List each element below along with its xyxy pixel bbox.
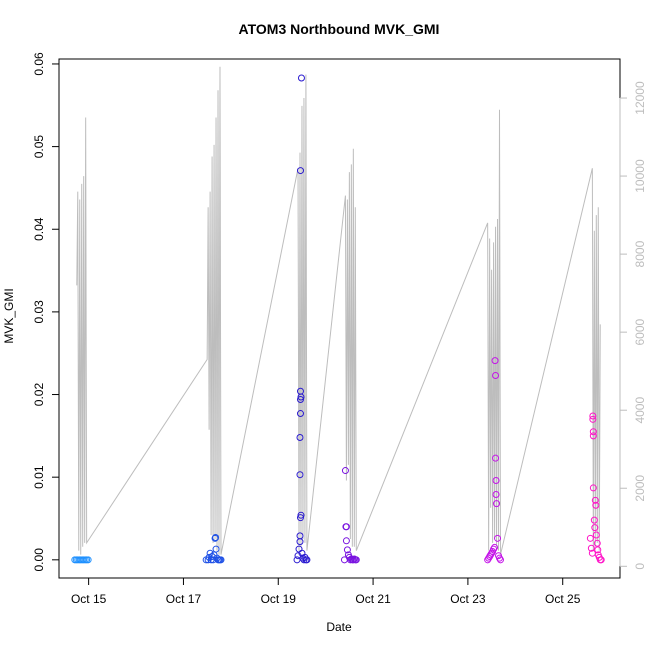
data-point xyxy=(212,545,220,553)
y-tick-label: 0.06 xyxy=(32,52,46,76)
data-point xyxy=(586,534,594,542)
y-tick-label: 0.04 xyxy=(32,217,46,241)
data-point xyxy=(296,434,304,442)
data-point xyxy=(212,534,220,541)
x-tick-label: Oct 21 xyxy=(355,592,391,606)
data-point xyxy=(591,524,599,532)
data-point xyxy=(208,553,216,561)
data-point xyxy=(491,543,499,551)
data-point xyxy=(490,545,498,553)
data-point xyxy=(488,549,496,557)
y-tick-label: 0.02 xyxy=(32,383,46,407)
data-point xyxy=(493,500,501,508)
data-point xyxy=(217,556,225,564)
data-point xyxy=(492,491,500,499)
y-axis: 0.00 0.01 0.02 0.03 0.04 0.05 0.06 xyxy=(32,52,60,572)
y2-tick-label: 6000 xyxy=(633,318,647,345)
data-point xyxy=(492,454,500,462)
data-point xyxy=(349,556,357,564)
data-point xyxy=(352,556,360,564)
data-point xyxy=(343,546,351,554)
data-point xyxy=(342,523,350,531)
y-tick-label: 0.00 xyxy=(32,548,46,572)
data-point xyxy=(589,412,597,420)
data-point xyxy=(491,357,499,365)
y2-tick-label: 0 xyxy=(633,563,647,570)
y2-tick-label: 2000 xyxy=(633,475,647,502)
x-axis: Oct 15 Oct 17 Oct 19 Oct 21 Oct 23 Oct 25 xyxy=(71,577,581,606)
secondary-series-line xyxy=(76,66,601,555)
data-point xyxy=(587,544,595,552)
data-point xyxy=(296,395,304,403)
data-point xyxy=(590,516,598,524)
data-point xyxy=(591,496,599,504)
data-point xyxy=(303,556,311,564)
x-tick-label: Oct 15 xyxy=(71,592,107,606)
data-point xyxy=(496,556,504,564)
data-point xyxy=(589,428,597,436)
data-point xyxy=(592,531,600,539)
x-tick-label: Oct 19 xyxy=(261,592,297,606)
data-point xyxy=(296,410,304,418)
data-point xyxy=(341,467,349,475)
chart-title: ATOM3 Northbound MVK_GMI xyxy=(239,21,440,37)
y-tick-label: 0.03 xyxy=(32,300,46,324)
data-point xyxy=(593,539,601,547)
data-point xyxy=(597,556,605,564)
y-tick-label: 0.05 xyxy=(32,135,46,159)
y2-tick-label: 8000 xyxy=(633,240,647,267)
data-point xyxy=(492,476,500,484)
y2-tick-label: 4000 xyxy=(633,397,647,424)
y2-tick-label: 10000 xyxy=(633,159,647,193)
x-tick-label: Oct 23 xyxy=(450,592,486,606)
x-tick-label: Oct 17 xyxy=(166,592,202,606)
data-point xyxy=(84,556,92,564)
data-point xyxy=(342,537,350,545)
data-point xyxy=(594,546,602,554)
y2-tick-label: 12000 xyxy=(633,81,647,115)
y-axis-label: MVK_GMI xyxy=(2,288,16,343)
y-tick-label: 0.01 xyxy=(32,465,46,489)
data-point xyxy=(296,532,304,540)
data-point xyxy=(589,432,597,440)
data-point xyxy=(492,372,500,380)
x-axis-label: Date xyxy=(326,620,352,634)
data-point xyxy=(296,167,304,175)
data-point xyxy=(296,387,304,395)
data-point xyxy=(592,501,600,509)
data-point xyxy=(494,534,502,542)
data-points-layer xyxy=(71,74,605,564)
data-point xyxy=(496,554,503,562)
data-point xyxy=(589,484,597,492)
y2-axis: 0 2000 4000 6000 8000 10000 12000 xyxy=(619,81,647,570)
data-point xyxy=(589,415,597,423)
x-tick-label: Oct 25 xyxy=(545,592,581,606)
data-point xyxy=(297,74,305,82)
data-point xyxy=(297,511,305,519)
data-point xyxy=(296,514,304,522)
data-point xyxy=(296,471,304,479)
secondary-series-layer xyxy=(76,66,601,555)
